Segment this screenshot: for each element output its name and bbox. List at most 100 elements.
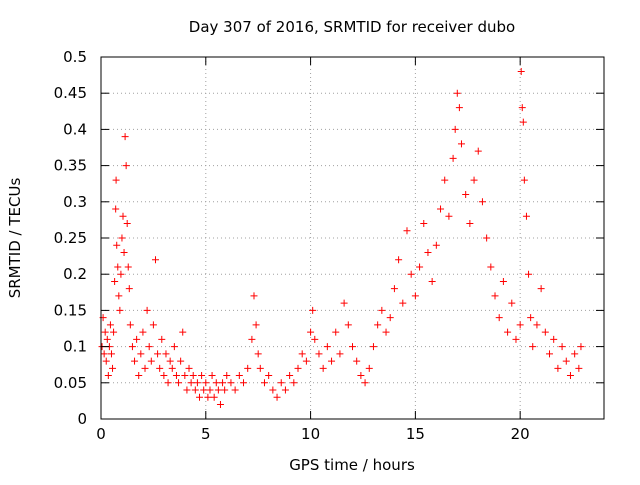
data-point <box>558 343 566 351</box>
data-point <box>432 241 440 249</box>
data-point <box>122 162 130 170</box>
data-point <box>244 364 252 372</box>
data-point <box>382 328 390 336</box>
data-point <box>298 350 306 358</box>
data-point <box>183 386 191 394</box>
data-point <box>210 393 218 401</box>
data-point <box>307 328 315 336</box>
data-point <box>214 386 222 394</box>
data-point <box>126 321 134 329</box>
data-point <box>470 176 478 184</box>
data-point <box>416 263 424 271</box>
data-point <box>114 263 122 271</box>
data-point <box>369 343 377 351</box>
data-point <box>109 364 117 372</box>
data-point <box>575 364 583 372</box>
data-point <box>457 140 465 148</box>
data-point <box>158 335 166 343</box>
data-point <box>112 205 120 213</box>
data-point <box>550 335 558 343</box>
data-point <box>495 314 503 322</box>
data-point <box>508 299 516 307</box>
data-point <box>522 212 530 220</box>
data-point <box>504 328 512 336</box>
data-point <box>474 147 482 155</box>
data-point <box>103 335 111 343</box>
data-point <box>453 89 461 97</box>
data-point <box>206 386 214 394</box>
data-point <box>106 321 114 329</box>
data-point <box>403 227 411 235</box>
data-point <box>111 277 119 285</box>
data-point <box>290 379 298 387</box>
data-point <box>411 292 419 300</box>
data-point <box>390 285 398 293</box>
data-point <box>365 364 373 372</box>
data-point <box>361 379 369 387</box>
data-point <box>147 357 155 365</box>
data-point <box>520 176 528 184</box>
data-point <box>202 379 210 387</box>
data-point <box>286 372 294 380</box>
data-point <box>533 321 541 329</box>
data-point <box>112 176 120 184</box>
data-point <box>128 343 136 351</box>
data-point <box>124 263 132 271</box>
data-point <box>478 198 486 206</box>
data-point <box>191 386 199 394</box>
data-point <box>193 379 201 387</box>
data-point <box>302 357 310 365</box>
y-tick-label: 0.2 <box>63 265 87 283</box>
y-tick-label: 0.15 <box>54 301 87 319</box>
y-tick-label: 0.25 <box>54 229 87 247</box>
data-point <box>115 292 123 300</box>
data-point <box>116 306 124 314</box>
data-point <box>200 386 208 394</box>
data-point <box>529 343 537 351</box>
data-point <box>577 343 585 351</box>
x-tick-label: 5 <box>201 425 211 443</box>
y-tick-label: 0.05 <box>54 374 87 392</box>
data-point <box>269 386 277 394</box>
y-tick-label: 0.1 <box>63 338 87 356</box>
data-point <box>248 335 256 343</box>
data-point <box>315 350 323 358</box>
data-point <box>102 357 110 365</box>
data-point <box>374 321 382 329</box>
y-tick-label: 0.35 <box>54 157 87 175</box>
data-point <box>145 343 153 351</box>
data-point <box>154 350 162 358</box>
data-point <box>135 372 143 380</box>
grid-layer <box>101 57 604 419</box>
data-point <box>428 277 436 285</box>
data-point <box>571 350 579 358</box>
data-point <box>336 350 344 358</box>
data-point <box>328 357 336 365</box>
data-point <box>546 350 554 358</box>
y-tick-label: 0.4 <box>63 120 87 138</box>
data-point <box>424 248 432 256</box>
data-point <box>254 350 262 358</box>
data-point <box>170 343 178 351</box>
data-point <box>219 379 227 387</box>
data-point <box>216 401 224 409</box>
data-point <box>101 328 109 336</box>
x-tick-label: 10 <box>301 425 320 443</box>
data-point <box>250 292 258 300</box>
data-point <box>265 372 273 380</box>
data-point <box>281 386 289 394</box>
data-point <box>240 379 248 387</box>
y-tick-label: 0 <box>77 410 87 428</box>
data-point <box>181 372 189 380</box>
ticks-layer <box>100 56 604 420</box>
data-point <box>483 234 491 242</box>
data-point <box>517 67 525 75</box>
data-point <box>141 364 149 372</box>
x-tick-label: 0 <box>96 425 106 443</box>
data-point <box>177 357 185 365</box>
data-point <box>256 364 264 372</box>
x-tick-label: 15 <box>406 425 425 443</box>
data-point <box>445 212 453 220</box>
data-point <box>344 321 352 329</box>
